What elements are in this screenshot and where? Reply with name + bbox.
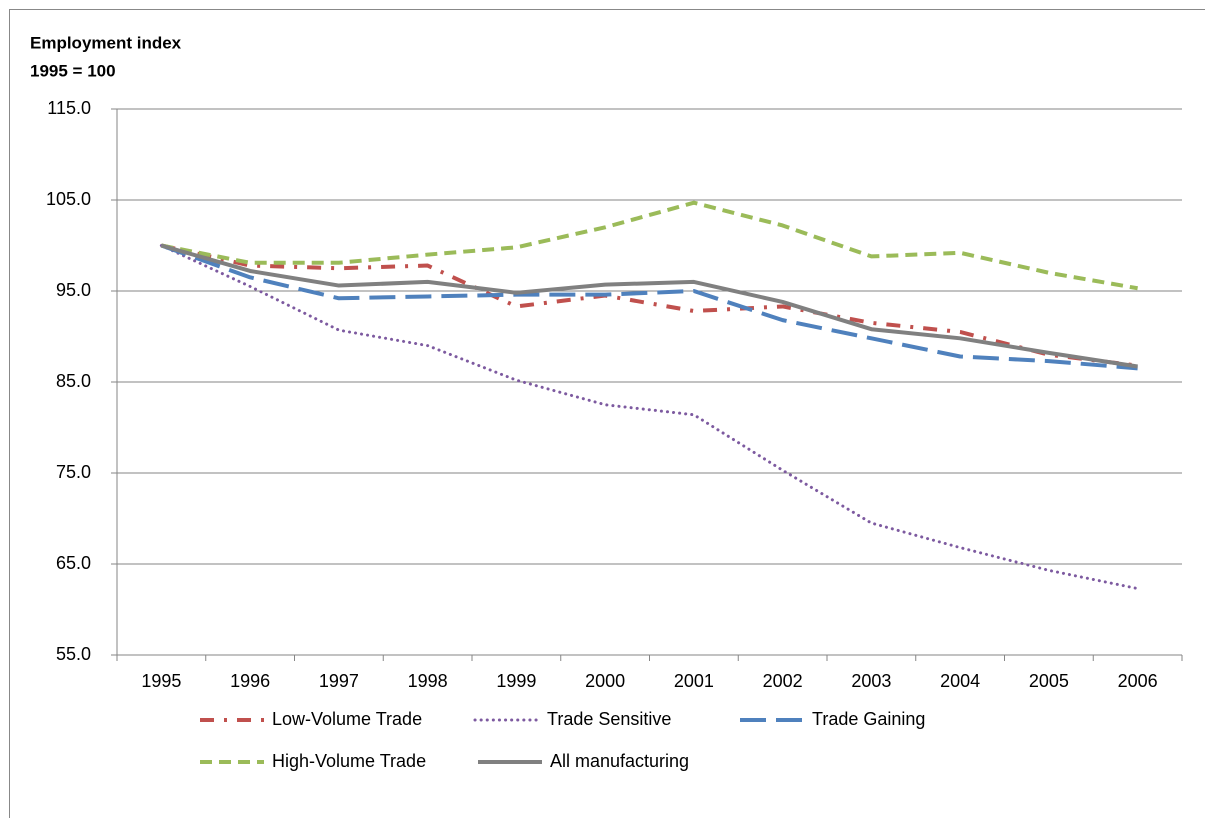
- y-tick-label: 55.0: [56, 644, 91, 664]
- chart-subtitle: 1995 = 100: [30, 61, 116, 80]
- series-line: [159, 244, 1140, 591]
- x-tick-label: 2006: [1118, 671, 1158, 691]
- series-line: [160, 243, 1138, 368]
- y-tick-label: 75.0: [56, 462, 91, 482]
- legend-label: High-Volume Trade: [272, 751, 426, 771]
- x-tick-label: 1999: [496, 671, 536, 691]
- series-line: [160, 243, 1138, 369]
- x-tick-label: 2004: [940, 671, 980, 691]
- y-tick-label: 85.0: [56, 371, 91, 391]
- x-tick-label: 2005: [1029, 671, 1069, 691]
- x-tick-label: 1998: [408, 671, 448, 691]
- x-tick-label: 1996: [230, 671, 270, 691]
- legend-label: Trade Gaining: [812, 709, 925, 729]
- x-tick-label: 1995: [141, 671, 181, 691]
- series-line: [160, 200, 1138, 291]
- y-tick-label: 115.0: [47, 98, 91, 118]
- x-tick-label: 2003: [851, 671, 891, 691]
- y-tick-label: 65.0: [56, 553, 91, 573]
- x-tick-label: 2001: [674, 671, 714, 691]
- chart-frame: [9, 9, 1205, 818]
- series-line: [160, 243, 1138, 371]
- x-tick-label: 1997: [319, 671, 359, 691]
- x-tick-label: 2000: [585, 671, 625, 691]
- x-tick-label: 2002: [763, 671, 803, 691]
- y-tick-label: 95.0: [56, 280, 91, 300]
- chart-title: Employment index: [30, 33, 182, 52]
- legend-label: Low-Volume Trade: [272, 709, 422, 729]
- legend-label: Trade Sensitive: [547, 709, 671, 729]
- y-tick-label: 105.0: [46, 189, 91, 209]
- legend-label: All manufacturing: [550, 751, 689, 771]
